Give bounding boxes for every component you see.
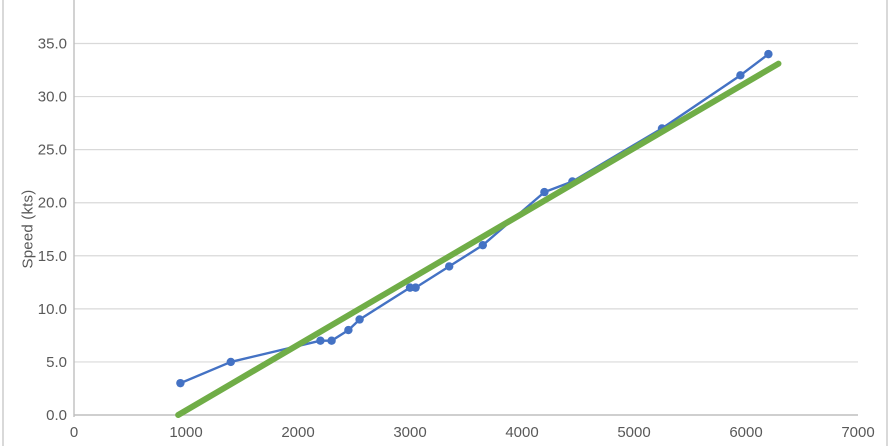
speed-series-line: [179, 53, 770, 385]
y-axis-title: Speed (kts): [19, 189, 37, 269]
trendline: [175, 60, 782, 418]
y-tick-label-20.0: 20.0: [38, 195, 67, 212]
data-point-marker: [736, 71, 745, 80]
data-point-marker: [540, 187, 549, 197]
data-point-marker: [226, 357, 235, 367]
x-tick-label-6000: 6000: [729, 424, 762, 441]
x-tick-label-3000: 3000: [393, 424, 426, 441]
chart-border-right: [886, 0, 888, 446]
data-point-marker: [327, 336, 336, 345]
y-tick-label-35.0: 35.0: [38, 35, 67, 52]
y-tick-label-25.0: 25.0: [38, 142, 67, 159]
data-point-marker: [316, 336, 325, 345]
data-point-marker: [445, 262, 454, 271]
x-tick-label-2000: 2000: [281, 424, 314, 441]
x-tick-label-0: 0: [70, 424, 78, 441]
y-tick-label-30.0: 30.0: [38, 89, 67, 106]
data-point-marker: [355, 315, 364, 324]
x-tick-label-7000: 7000: [841, 424, 874, 441]
data-point-marker: [764, 49, 773, 59]
x-tick-label-4000: 4000: [505, 424, 538, 441]
data-point-marker: [176, 378, 185, 388]
x-tick-label-1000: 1000: [169, 424, 202, 441]
y-tick-label-5.0: 5.0: [46, 354, 67, 371]
chart-border-left: [2, 0, 4, 446]
data-point-marker: [478, 240, 487, 250]
y-tick-label-0.0: 0.0: [46, 407, 67, 424]
data-point-marker: [411, 283, 420, 292]
y-tick-label-10.0: 10.0: [38, 301, 67, 318]
data-point-marker: [344, 325, 353, 335]
x-tick-label-5000: 5000: [617, 424, 650, 441]
y-tick-label-15.0: 15.0: [38, 248, 67, 265]
